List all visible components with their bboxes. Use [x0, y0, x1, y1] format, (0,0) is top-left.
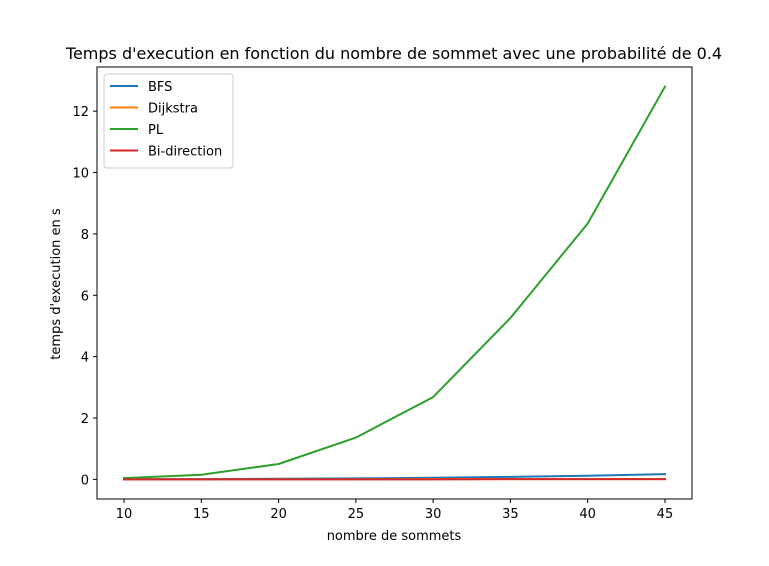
y-tick-label: 12	[72, 105, 89, 120]
x-tick-label: 30	[425, 507, 442, 522]
legend: BFS Dijkstra PL Bi-direction	[104, 74, 233, 168]
y-tick-label: 8	[81, 228, 89, 243]
x-tick-label: 10	[116, 507, 133, 522]
legend-label: PL	[148, 123, 164, 138]
y-tick-label: 4	[81, 351, 89, 366]
x-tick-label: 25	[348, 507, 365, 522]
x-tick-label: 40	[579, 507, 596, 522]
chart-title: Temps d'execution en fonction du nombre …	[65, 44, 722, 63]
x-tick-label: 20	[270, 507, 287, 522]
x-tick-label: 35	[502, 507, 519, 522]
y-tick-label: 6	[81, 289, 89, 304]
y-tick-label: 10	[72, 167, 89, 182]
x-tick-label: 15	[193, 507, 210, 522]
legend-label: Bi-direction	[148, 145, 222, 160]
x-tick-label: 45	[657, 507, 674, 522]
y-tick-label: 0	[81, 473, 89, 488]
y-tick-label: 2	[81, 412, 89, 427]
legend-label: Dijkstra	[148, 102, 198, 117]
y-axis-label: temps d'execution en s	[49, 208, 64, 360]
x-axis-label: nombre de sommets	[327, 529, 462, 544]
legend-label: BFS	[148, 80, 172, 95]
